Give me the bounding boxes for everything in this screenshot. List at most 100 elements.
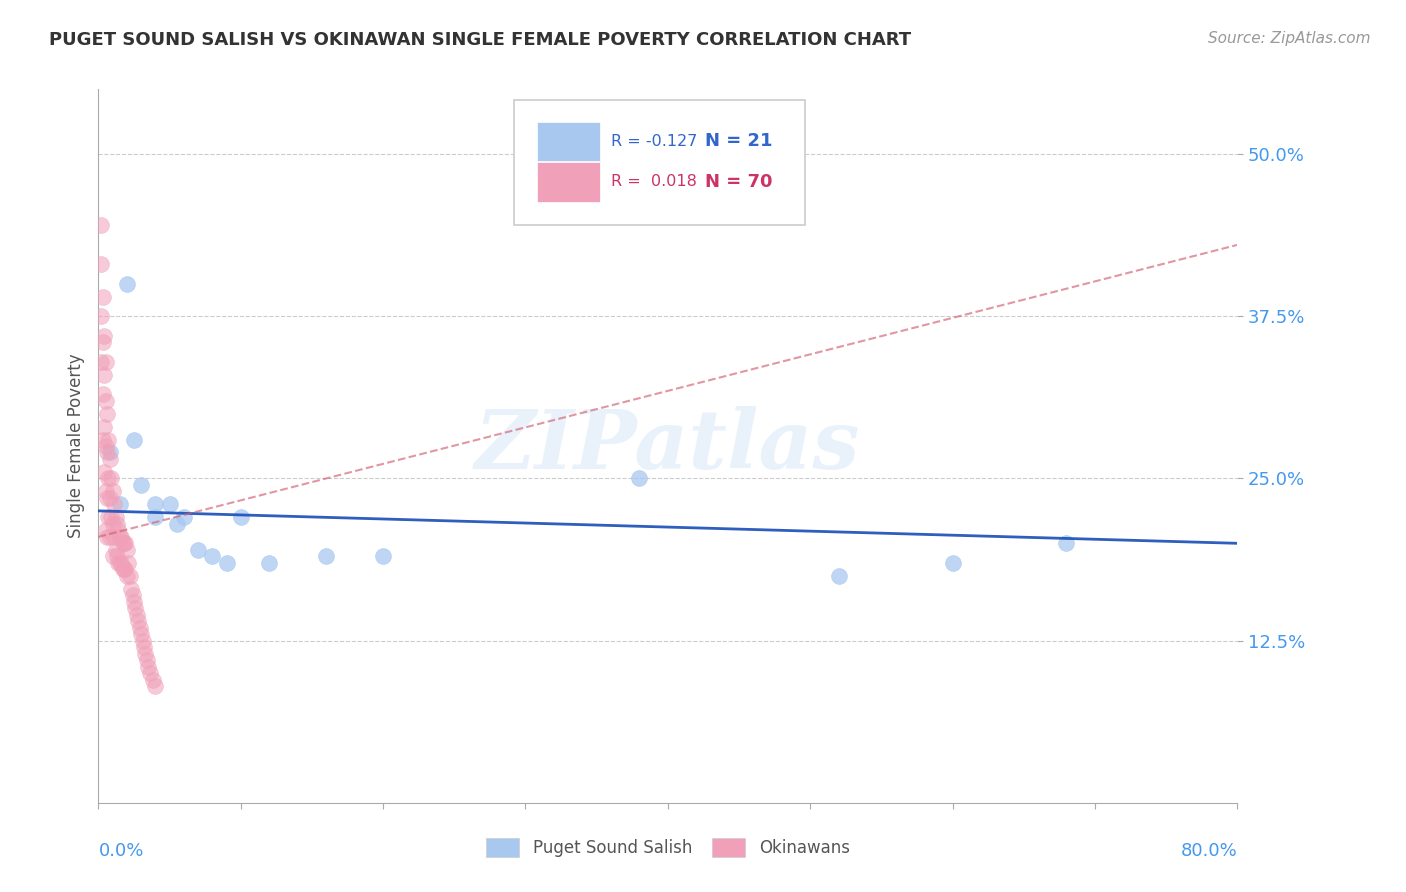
- Point: [98, 445, 121, 459]
- Point: [136, 659, 159, 673]
- Text: N = 70: N = 70: [706, 173, 773, 191]
- Point: [93, 328, 115, 343]
- Point: [91, 387, 114, 401]
- Text: PUGET SOUND SALISH VS OKINAWAN SINGLE FEMALE POVERTY CORRELATION CHART: PUGET SOUND SALISH VS OKINAWAN SINGLE FE…: [49, 31, 911, 49]
- Point: [134, 647, 156, 661]
- Point: [93, 419, 115, 434]
- Point: [103, 497, 125, 511]
- Point: [90, 219, 112, 233]
- Point: [101, 484, 124, 499]
- Point: [97, 433, 120, 447]
- Point: [315, 549, 337, 564]
- FancyBboxPatch shape: [515, 100, 804, 225]
- Point: [173, 510, 195, 524]
- Point: [94, 484, 117, 499]
- Point: [107, 524, 129, 538]
- Point: [103, 530, 125, 544]
- Point: [98, 491, 121, 505]
- Point: [112, 562, 135, 576]
- Point: [90, 257, 112, 271]
- Point: [117, 556, 139, 570]
- Point: [91, 335, 114, 350]
- Point: [101, 516, 124, 531]
- Point: [229, 510, 252, 524]
- Y-axis label: Single Female Poverty: Single Female Poverty: [66, 354, 84, 538]
- Point: [187, 542, 209, 557]
- Point: [1056, 536, 1078, 550]
- Point: [122, 433, 145, 447]
- Legend: Puget Sound Salish, Okinawans: Puget Sound Salish, Okinawans: [478, 830, 858, 866]
- Point: [108, 530, 131, 544]
- Point: [90, 310, 112, 324]
- Point: [91, 290, 114, 304]
- Point: [138, 666, 160, 681]
- Point: [97, 510, 120, 524]
- Point: [628, 471, 651, 485]
- Point: [97, 471, 120, 485]
- Point: [127, 614, 149, 628]
- Point: [942, 556, 965, 570]
- Text: Source: ZipAtlas.com: Source: ZipAtlas.com: [1208, 31, 1371, 46]
- Point: [107, 556, 129, 570]
- Point: [201, 549, 224, 564]
- Point: [115, 568, 138, 582]
- Point: [100, 471, 122, 485]
- Point: [96, 445, 118, 459]
- Point: [373, 549, 395, 564]
- Point: [94, 393, 117, 408]
- Point: [100, 510, 122, 524]
- Point: [114, 562, 136, 576]
- Point: [108, 497, 131, 511]
- Point: [111, 536, 134, 550]
- Point: [145, 679, 167, 693]
- Point: [129, 478, 152, 492]
- Point: [110, 556, 132, 570]
- Point: [96, 491, 118, 505]
- Text: 80.0%: 80.0%: [1181, 842, 1237, 860]
- FancyBboxPatch shape: [537, 162, 599, 202]
- Point: [135, 653, 157, 667]
- Point: [101, 549, 124, 564]
- Point: [159, 497, 181, 511]
- Point: [259, 556, 281, 570]
- Point: [128, 621, 150, 635]
- Point: [111, 562, 134, 576]
- Point: [115, 277, 138, 291]
- Point: [108, 556, 131, 570]
- Point: [828, 568, 851, 582]
- Point: [145, 510, 167, 524]
- Point: [122, 595, 145, 609]
- Text: R =  0.018: R = 0.018: [612, 175, 697, 189]
- Point: [132, 640, 155, 654]
- Point: [96, 407, 118, 421]
- Point: [215, 556, 238, 570]
- Point: [121, 588, 143, 602]
- Text: 0.0%: 0.0%: [98, 842, 143, 860]
- Point: [129, 627, 152, 641]
- FancyBboxPatch shape: [537, 121, 599, 161]
- Point: [94, 439, 117, 453]
- Point: [131, 633, 153, 648]
- Text: N = 21: N = 21: [706, 132, 773, 150]
- Point: [124, 601, 146, 615]
- Point: [93, 368, 115, 382]
- Point: [112, 536, 135, 550]
- Point: [166, 516, 188, 531]
- Point: [105, 549, 128, 564]
- Point: [105, 516, 128, 531]
- Text: R = -0.127: R = -0.127: [612, 134, 697, 149]
- Point: [114, 536, 136, 550]
- Point: [145, 497, 167, 511]
- Point: [118, 568, 141, 582]
- Point: [93, 465, 115, 479]
- Point: [120, 582, 142, 596]
- Point: [91, 433, 114, 447]
- Text: ZIPatlas: ZIPatlas: [475, 406, 860, 486]
- Point: [94, 354, 117, 368]
- Point: [96, 530, 118, 544]
- Point: [98, 530, 121, 544]
- Point: [94, 524, 117, 538]
- Point: [115, 542, 138, 557]
- Point: [110, 530, 132, 544]
- Point: [141, 673, 163, 687]
